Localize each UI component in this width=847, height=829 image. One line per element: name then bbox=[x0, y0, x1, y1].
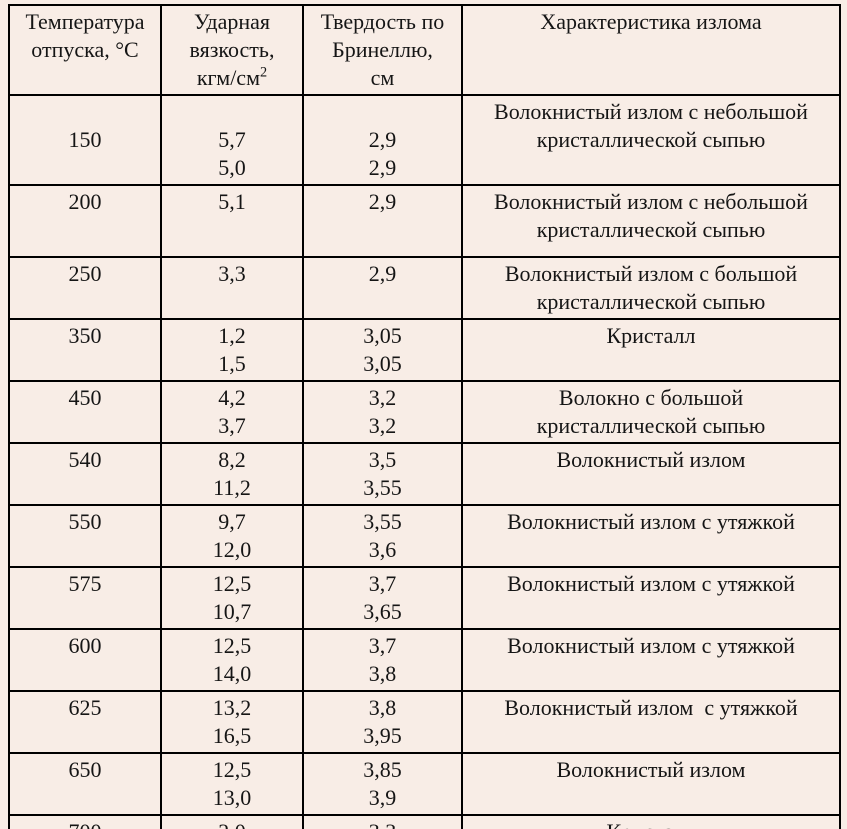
temperature-cell: 550 bbox=[8, 504, 162, 568]
col-header-brinell-hardness: Твердость по Бринеллю, см bbox=[302, 4, 463, 96]
fracture-characteristic-cell: Волокнистый излом с большой кристаллическ… bbox=[461, 256, 841, 320]
temperature-cell: 150 bbox=[8, 94, 162, 186]
fracture-characteristic-cell: Кристалл bbox=[461, 814, 841, 829]
table-row: 450 4,2 3,7 3,2 3,2 Волокно с большой кристалл… bbox=[8, 380, 841, 444]
temperature-cell: 250 bbox=[8, 256, 162, 320]
fracture-characteristic-cell: Волокнистый излом bbox=[461, 752, 841, 816]
brinell-hardness-cell: 3,2 3,2 bbox=[302, 380, 463, 444]
fracture-characteristic-cell: Волокнистый излом с небольшой кристалличе… bbox=[461, 184, 841, 258]
table-row: 625 13,2 16,5 3,8 3,95 Волокнистый излом с ут… bbox=[8, 690, 841, 754]
brinell-hardness-cell: 2,9 bbox=[302, 184, 463, 258]
temperature-cell: 625 bbox=[8, 690, 162, 754]
impact-header-text: Ударная вязкость, bbox=[189, 9, 275, 62]
impact-toughness-cell: 3,3 bbox=[160, 256, 304, 320]
fracture-characteristic-cell: Волокнистый излом с утяжкой bbox=[461, 504, 841, 568]
table-row: 550 9,7 12,0 3,55 3,6 Волокнистый излом с утя… bbox=[8, 504, 841, 568]
temperature-cell: 450 bbox=[8, 380, 162, 444]
tempering-properties-table: Температура отпуска, °С Ударная вязкость, … bbox=[8, 4, 841, 829]
impact-header-unit: кгм/см2 bbox=[196, 64, 268, 90]
impact-toughness-cell: 12,5 13,0 bbox=[160, 752, 304, 816]
impact-toughness-cell: 1,2 1,5 bbox=[160, 318, 304, 382]
impact-unit-superscript: 2 bbox=[260, 64, 268, 81]
temperature-cell: 575 bbox=[8, 566, 162, 630]
impact-toughness-cell: 9,7 12,0 bbox=[160, 504, 304, 568]
fracture-characteristic-cell: Кристалл bbox=[461, 318, 841, 382]
brinell-hardness-cell: 3,8 3,95 bbox=[302, 690, 463, 754]
temperature-cell: 350 bbox=[8, 318, 162, 382]
table-header: Температура отпуска, °С Ударная вязкость, … bbox=[8, 4, 841, 96]
temperature-cell: 700 bbox=[8, 814, 162, 829]
table-row: 250 3,3 2,9 Волокнистый излом с большой крис… bbox=[8, 256, 841, 320]
table-row: 575 12,5 10,7 3,7 3,65 Волокнистый излом с ут… bbox=[8, 566, 841, 630]
fracture-characteristic-cell: Волокнистый излом bbox=[461, 442, 841, 506]
brinell-hardness-cell: 3,7 3,8 bbox=[302, 628, 463, 692]
impact-toughness-cell: 8,2 11,2 bbox=[160, 442, 304, 506]
table-row: 200 5,1 2,9 Волокнистый излом с небольшой кр… bbox=[8, 184, 841, 258]
impact-toughness-cell: 5,1 bbox=[160, 184, 304, 258]
temperature-cell: 600 bbox=[8, 628, 162, 692]
table-row: 540 8,2 11,2 3,5 3,55 Волокнистый излом bbox=[8, 442, 841, 506]
table-row: 350 1,2 1,5 3,05 3,05 Кристалл bbox=[8, 318, 841, 382]
fracture-characteristic-cell: Волокно с большой кристаллической сыпью bbox=[461, 380, 841, 444]
impact-toughness-cell: 13,2 16,5 bbox=[160, 690, 304, 754]
fracture-characteristic-cell: Волокнистый излом с небольшой кристалличе… bbox=[461, 94, 841, 186]
brinell-hardness-cell: 3,33,35 bbox=[302, 814, 463, 829]
impact-toughness-cell: 4,2 3,7 bbox=[160, 380, 304, 444]
temperature-cell: 650 bbox=[8, 752, 162, 816]
fracture-characteristic-cell: Волокнистый излом с утяжкой bbox=[461, 628, 841, 692]
brinell-hardness-cell: 3,7 3,65 bbox=[302, 566, 463, 630]
brinell-hardness-cell: 2,9 bbox=[302, 256, 463, 320]
table-body: 150 5,7 5,0 2,9 2,9 Волокнистый излом с небол… bbox=[8, 94, 841, 829]
table-row: 7002,03,23,33,35Кристалл bbox=[8, 814, 841, 829]
impact-toughness-cell: 12,5 14,0 bbox=[160, 628, 304, 692]
fracture-characteristic-cell: Волокнистый излом с утяжкой bbox=[461, 566, 841, 630]
brinell-hardness-cell: 3,05 3,05 bbox=[302, 318, 463, 382]
brinell-hardness-cell: 3,55 3,6 bbox=[302, 504, 463, 568]
impact-toughness-cell: 2,03,2 bbox=[160, 814, 304, 829]
brinell-hardness-cell: 2,9 2,9 bbox=[302, 94, 463, 186]
header-row: Температура отпуска, °С Ударная вязкость, … bbox=[8, 4, 841, 96]
table-row: 150 5,7 5,0 2,9 2,9 Волокнистый излом с небол… bbox=[8, 94, 841, 186]
fracture-characteristic-cell: Волокнистый излом с утяжкой bbox=[461, 690, 841, 754]
impact-toughness-cell: 12,5 10,7 bbox=[160, 566, 304, 630]
temperature-cell: 540 bbox=[8, 442, 162, 506]
table-row: 600 12,5 14,0 3,7 3,8 Волокнистый излом с утя… bbox=[8, 628, 841, 692]
col-header-fracture-characteristic: Характеристика излома bbox=[461, 4, 841, 96]
table-row: 650 12,5 13,0 3,85 3,9 Волокнистый излом bbox=[8, 752, 841, 816]
col-header-impact-toughness: Ударная вязкость, кгм/см2 bbox=[160, 4, 304, 96]
impact-toughness-cell: 5,7 5,0 bbox=[160, 94, 304, 186]
brinell-hardness-cell: 3,5 3,55 bbox=[302, 442, 463, 506]
col-header-tempering-temperature: Температура отпуска, °С bbox=[8, 4, 162, 96]
temperature-cell: 200 bbox=[8, 184, 162, 258]
brinell-hardness-cell: 3,85 3,9 bbox=[302, 752, 463, 816]
